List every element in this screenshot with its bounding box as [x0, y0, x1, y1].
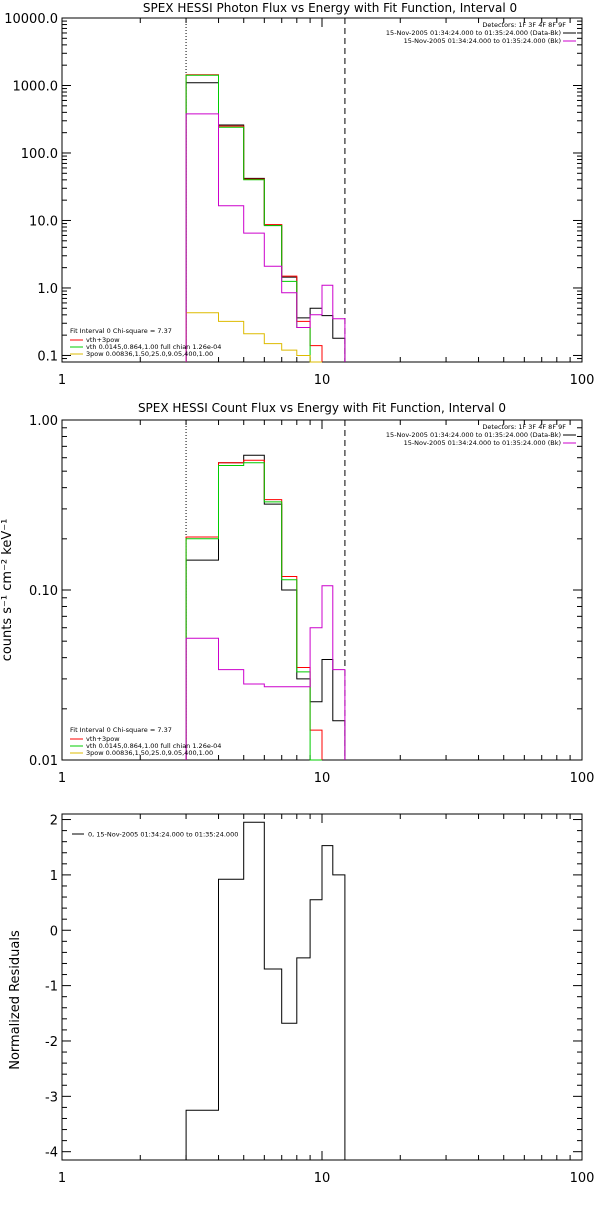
count-legend-data-bk-label: 15-Nov-2005 01:34:24.000 to 01:35:24.000…	[386, 431, 561, 439]
photon-x-tick-label: 10	[314, 373, 331, 388]
count-x-tick-label: 10	[314, 771, 331, 786]
count-y-axis-label: counts s⁻¹ cm⁻² keV⁻¹	[0, 519, 15, 662]
count-y-tick-label: 0.10	[29, 584, 58, 599]
photon-legend-vth-label: vth 0.0145,0.864,1.00 full chian 1.26e-0…	[86, 343, 221, 351]
residuals-y-tick-label: -4	[45, 1146, 58, 1161]
photon-series	[185, 74, 346, 363]
photon-fit-header: Fit Interval 0 Chi-square = 7.37	[70, 327, 172, 335]
residuals-x-tick-label: 1	[58, 1171, 66, 1186]
photon-series-bk	[185, 113, 346, 362]
residuals-y-tick-label: -1	[45, 980, 58, 995]
residuals-series	[185, 821, 346, 1160]
residuals-panel: Normalized Residuals -4 -3 -2 -1 0 1 2 1…	[8, 813, 595, 1186]
count-series-vth+3pow	[185, 459, 323, 760]
photon-flux-panel: SPEX HESSI Photon Flux vs Energy with Fi…	[4, 1, 594, 388]
photon-x-tick-label: 100	[570, 373, 595, 388]
photon-series-vth+3pow	[185, 74, 323, 362]
count-series	[185, 454, 346, 761]
residuals-x-tick-label: 10	[314, 1171, 331, 1186]
count-series-data-bk	[185, 454, 346, 760]
photon-legend-data-bk-label: 15-Nov-2005 01:34:24.000 to 01:35:24.000…	[386, 29, 561, 37]
residuals-legend: 0, 15-Nov-2005 01:34:24.000 to 01:35:24.…	[72, 831, 238, 839]
residuals-y-tick-label: 0	[50, 924, 58, 939]
count-legend-bk-label: 15-Nov-2005 01:34:24.000 to 01:35:24.000…	[404, 439, 561, 447]
count-range-lines	[185, 420, 346, 760]
photon-title: SPEX HESSI Photon Flux vs Energy with Fi…	[143, 1, 517, 15]
photon-tick-marks	[61, 17, 582, 363]
residuals-series-residuals	[185, 821, 346, 1160]
photon-y-tick-label: 100.0	[21, 147, 58, 162]
count-y-tick-label: 1.00	[29, 414, 58, 429]
residuals-tick-marks	[61, 814, 582, 1160]
count-tick-marks	[61, 419, 582, 761]
photon-legend-vth-3pow-label: vth+3pow	[86, 336, 120, 344]
count-x-tick-label: 1	[58, 771, 66, 786]
count-legend-vth-label: vth 0.0145,0.864,1.00 full chian 1.26e-0…	[86, 742, 221, 750]
photon-series-3pow	[185, 312, 322, 363]
residuals-y-tick-label: 2	[50, 814, 58, 829]
photon-legend-bottom-left: Fit Interval 0 Chi-square = 7.37 vth+3po…	[70, 327, 221, 358]
count-fit-header: Fit Interval 0 Chi-square = 7.37	[70, 726, 172, 734]
photon-series-vth	[185, 74, 322, 363]
photon-legend-3pow-label: 3pow 0.00836,1.50,25.0,9.05,400,1.00	[86, 350, 213, 358]
count-title: SPEX HESSI Count Flux vs Energy with Fit…	[138, 401, 506, 415]
count-legend-detectors: Detectors: 1F 3F 4F 8F 9F	[482, 423, 566, 431]
count-y-tick-label: 0.01	[29, 754, 58, 769]
residuals-y-tick-label: -3	[45, 1090, 58, 1105]
photon-series-data-bk	[185, 82, 346, 362]
photon-y-tick-label: 0.1	[37, 349, 58, 364]
count-x-tick-label: 100	[570, 771, 595, 786]
residuals-y-tick-label: 1	[50, 869, 58, 884]
count-series-vth	[185, 462, 322, 761]
count-legend-top-right: Detectors: 1F 3F 4F 8F 9F 15-Nov-2005 01…	[386, 423, 576, 447]
photon-y-tick-label: 1.0	[37, 282, 58, 297]
residuals-y-axis-label: Normalized Residuals	[8, 930, 23, 1070]
count-legend-vth-3pow-label: vth+3pow	[86, 735, 120, 743]
count-flux-panel: SPEX HESSI Count Flux vs Energy with Fit…	[0, 401, 594, 786]
photon-legend-detectors: Detectors: 1F 3F 4F 8F 9F	[482, 21, 566, 29]
count-legend-bottom-left: Fit Interval 0 Chi-square = 7.37 vth+3po…	[70, 726, 221, 757]
residuals-legend-label: 0, 15-Nov-2005 01:34:24.000 to 01:35:24.…	[88, 831, 238, 839]
photon-y-tick-label: 10.0	[29, 214, 58, 229]
photon-y-tick-label: 1000.0	[13, 79, 59, 94]
photon-legend-bk-label: 15-Nov-2005 01:34:24.000 to 01:35:24.000…	[404, 37, 561, 45]
residuals-x-tick-label: 100	[570, 1171, 595, 1186]
photon-x-tick-label: 1	[58, 373, 66, 388]
photon-legend-top-right: Detectors: 1F 3F 4F 8F 9F 15-Nov-2005 01…	[386, 21, 576, 45]
residuals-y-tick-label: -2	[45, 1035, 58, 1050]
count-legend-3pow-label: 3pow 0.00836,1.50,25.0,9.05,400,1.00	[86, 749, 213, 757]
count-series-bk	[185, 585, 346, 760]
photon-range-lines	[185, 18, 346, 362]
photon-y-tick-label: 10000.0	[4, 12, 58, 27]
